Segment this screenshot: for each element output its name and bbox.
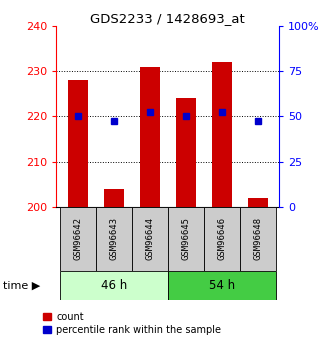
Bar	[68, 80, 88, 207]
Text: GSM96645: GSM96645	[181, 217, 190, 260]
Bar	[140, 67, 160, 207]
Bar	[96, 207, 132, 271]
Bar	[168, 271, 276, 300]
Bar	[240, 207, 276, 271]
Bar	[60, 271, 168, 300]
Bar	[168, 207, 204, 271]
Bar	[104, 189, 124, 207]
Text: 46 h: 46 h	[100, 279, 127, 292]
Text: 54 h: 54 h	[209, 279, 235, 292]
Title: GDS2233 / 1428693_at: GDS2233 / 1428693_at	[90, 12, 245, 25]
Text: time ▶: time ▶	[3, 281, 40, 290]
Text: GSM96644: GSM96644	[145, 217, 154, 260]
Bar	[248, 198, 268, 207]
Legend: count, percentile rank within the sample: count, percentile rank within the sample	[43, 312, 221, 335]
Bar	[204, 207, 240, 271]
Bar	[176, 98, 195, 207]
Text: GSM96648: GSM96648	[253, 217, 262, 260]
Bar	[212, 62, 231, 207]
Text: GSM96643: GSM96643	[109, 217, 118, 260]
Text: GSM96646: GSM96646	[217, 217, 226, 260]
Bar	[132, 207, 168, 271]
Text: GSM96642: GSM96642	[73, 217, 82, 260]
Bar	[60, 207, 96, 271]
